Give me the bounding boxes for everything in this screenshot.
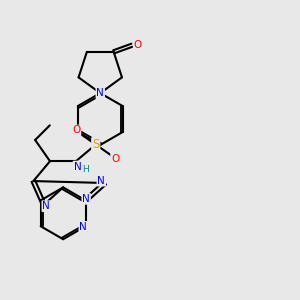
Text: H: H xyxy=(82,165,89,174)
Text: N: N xyxy=(96,88,104,98)
Text: O: O xyxy=(134,40,142,50)
Text: O: O xyxy=(72,125,80,136)
Text: N: N xyxy=(74,161,81,172)
Text: S: S xyxy=(92,138,99,151)
Text: O: O xyxy=(111,154,119,164)
Text: N: N xyxy=(79,222,87,232)
Text: N: N xyxy=(98,176,105,186)
Text: N: N xyxy=(42,201,50,211)
Text: N: N xyxy=(82,194,90,204)
